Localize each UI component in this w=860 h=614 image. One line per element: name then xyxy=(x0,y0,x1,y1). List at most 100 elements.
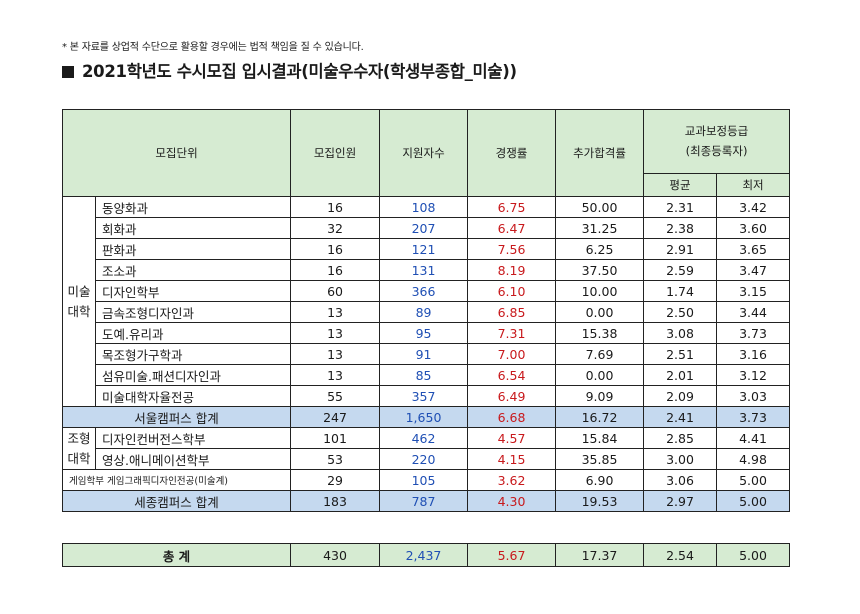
quota-cell: 32 xyxy=(290,217,381,239)
department-row: 조형 대학 디자인컨버전스학부 101 462 4.57 15.84 2.85 4.41 xyxy=(62,427,791,470)
subtotal-label: 세종캠퍼스 합계 xyxy=(61,490,292,512)
grade-avg-cell: 2.01 xyxy=(643,364,718,386)
quota-cell: 13 xyxy=(290,343,381,365)
ratio-cell: 4.30 xyxy=(467,490,557,512)
department-name: 회화과 xyxy=(94,217,292,239)
ratio-cell: 8.19 xyxy=(467,259,557,281)
grade-min-cell: 3.47 xyxy=(716,259,791,281)
department-name: 금속조형디자인과 xyxy=(94,301,292,323)
quota-cell: 13 xyxy=(290,301,381,323)
grade-avg-cell: 1.74 xyxy=(643,280,718,302)
ratio-cell: 6.85 xyxy=(467,301,557,323)
applicants-cell: 366 xyxy=(379,280,469,302)
grade-min-cell: 3.73 xyxy=(716,322,791,344)
department-row: 게임학부 게임그래픽디자인전공(미술계) 29 105 3.62 6.90 3.06 5.0… xyxy=(61,469,791,491)
quota-cell: 13 xyxy=(290,322,381,344)
quota-cell: 183 xyxy=(290,490,381,512)
extra-rate-cell: 15.38 xyxy=(555,322,645,344)
grand-total-ratio: 5.67 xyxy=(467,543,556,567)
copyright-notice: * 본 자료를 상업적 수단으로 활용할 경우에는 법적 책임을 질 수 있습니… xyxy=(62,42,364,53)
quota-cell: 53 xyxy=(290,448,381,470)
quota-cell: 55 xyxy=(290,385,381,407)
grade-avg-cell: 2.91 xyxy=(643,238,718,260)
header-grade-line1: 교과보정등급 xyxy=(684,124,749,139)
header-avg: 평균 xyxy=(643,172,718,198)
grade-min-cell: 3.42 xyxy=(716,196,791,218)
extra-rate-cell: 19.53 xyxy=(555,490,645,512)
applicants-cell: 787 xyxy=(379,490,469,512)
quota-cell: 101 xyxy=(290,427,381,449)
header-applicants: 지원자수 xyxy=(379,109,469,197)
grand-total-row: 총 계 430 2,437 5.67 17.37 2.54 5.00 xyxy=(62,543,790,567)
extra-rate-cell: 31.25 xyxy=(555,217,645,239)
grade-avg-cell: 2.51 xyxy=(643,343,718,365)
applicants-cell: 85 xyxy=(379,364,469,386)
results-table: 모집단위 모집인원 지원자수 경쟁률 추가합격률 교과보정등급 (최종등록자) 평균 최저 미술 대… xyxy=(61,109,791,512)
quota-cell: 60 xyxy=(290,280,381,302)
college-name-line1: 조형 xyxy=(67,430,91,446)
department-name: 도예.유리과 xyxy=(94,322,292,344)
quota-cell: 16 xyxy=(290,259,381,281)
department-name: 목조형가구학과 xyxy=(94,343,292,365)
ratio-cell: 6.49 xyxy=(467,385,557,407)
college-name-line2: 대학 xyxy=(67,303,91,319)
grade-min-cell: 3.44 xyxy=(716,301,791,323)
grade-avg-cell: 2.38 xyxy=(643,217,718,239)
header-unit: 모집단위 xyxy=(61,109,292,197)
header-row: 모집단위 모집인원 지원자수 경쟁률 추가합격률 교과보정등급 (최종등록자) xyxy=(61,109,791,197)
grade-min-cell: 4.41 xyxy=(716,427,791,449)
college-name: 미술 대학 xyxy=(62,196,96,407)
applicants-cell: 131 xyxy=(379,259,469,281)
grade-avg-cell: 2.31 xyxy=(643,196,718,218)
sejong-total-row: 세종캠퍼스 합계 183 787 4.30 19.53 2.97 5.00 xyxy=(61,490,791,512)
grand-total-extra: 17.37 xyxy=(555,543,644,567)
applicants-cell: 91 xyxy=(379,343,469,365)
grade-avg-cell: 2.50 xyxy=(643,301,718,323)
subtotal-label: 서울캠퍼스 합계 xyxy=(61,406,292,428)
grand-total-table: 총 계 430 2,437 5.67 17.37 2.54 5.00 xyxy=(62,543,790,567)
department-row: 회화과 32 207 6.47 31.25 2.38 3.60 xyxy=(63,217,791,239)
applicants-cell: 89 xyxy=(379,301,469,323)
extra-rate-cell: 15.84 xyxy=(555,427,645,449)
ratio-cell: 6.10 xyxy=(467,280,557,302)
department-row: 조소과 16 131 8.19 37.50 2.59 3.47 xyxy=(63,259,791,281)
extra-rate-cell: 0.00 xyxy=(555,364,645,386)
extra-rate-cell: 10.00 xyxy=(555,280,645,302)
grade-avg-cell: 2.97 xyxy=(643,490,718,512)
grade-min-cell: 3.03 xyxy=(716,385,791,407)
grand-total-avg: 2.54 xyxy=(643,543,717,567)
department-row: 미술 대학 동양화과 16 108 6.75 50.00 2.31 3.42 xyxy=(62,196,791,407)
applicants-cell: 95 xyxy=(379,322,469,344)
grade-min-cell: 3.12 xyxy=(716,364,791,386)
ratio-cell: 6.54 xyxy=(467,364,557,386)
grade-min-cell: 5.00 xyxy=(716,490,791,512)
ratio-cell: 4.15 xyxy=(467,448,557,470)
quota-cell: 16 xyxy=(290,238,381,260)
applicants-cell: 108 xyxy=(379,196,469,218)
applicants-cell: 357 xyxy=(379,385,469,407)
extra-rate-cell: 50.00 xyxy=(555,196,645,218)
department-row: 영상.애니메이션학부 53 220 4.15 35.85 3.00 4.98 xyxy=(63,448,791,470)
grand-total-quota: 430 xyxy=(290,543,380,567)
extra-rate-cell: 6.90 xyxy=(555,469,645,491)
department-name: 디자인컨버전스학부 xyxy=(94,427,292,449)
department-name: 섬유미술.패션디자인과 xyxy=(94,364,292,386)
extra-rate-cell: 35.85 xyxy=(555,448,645,470)
header-grade-line2: (최종등록자) xyxy=(685,144,748,159)
department-name: 디자인학부 xyxy=(94,280,292,302)
seoul-total-row: 서울캠퍼스 합계 247 1,650 6.68 16.72 2.41 3.73 xyxy=(61,406,791,428)
applicants-cell: 1,650 xyxy=(379,406,469,428)
square-bullet-icon xyxy=(62,66,74,78)
applicants-cell: 121 xyxy=(379,238,469,260)
grand-total-applicants: 2,437 xyxy=(379,543,468,567)
quota-cell: 16 xyxy=(290,196,381,218)
grade-min-cell: 3.60 xyxy=(716,217,791,239)
department-name: 게임학부 게임그래픽디자인전공(미술계) xyxy=(61,469,292,491)
college-name-line2: 대학 xyxy=(67,450,91,466)
extra-rate-cell: 9.09 xyxy=(555,385,645,407)
extra-rate-cell: 37.50 xyxy=(555,259,645,281)
quota-cell: 247 xyxy=(290,406,381,428)
department-name: 동양화과 xyxy=(94,196,292,218)
department-name: 조소과 xyxy=(94,259,292,281)
